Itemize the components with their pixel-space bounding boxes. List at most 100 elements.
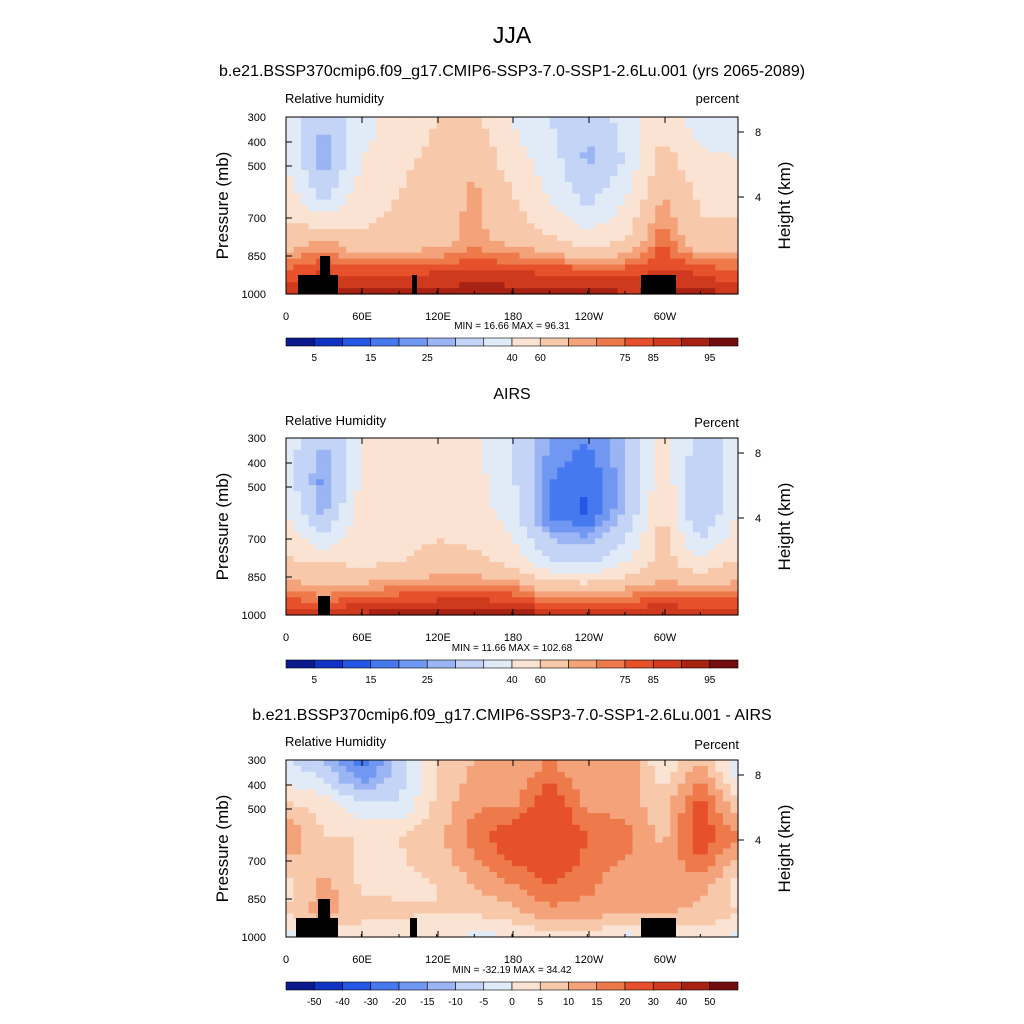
panel-3-heatmap-cell bbox=[617, 872, 626, 879]
panel-1-heatmap-cell bbox=[594, 282, 603, 289]
panel-2-heatmap-cell bbox=[489, 461, 498, 469]
panel-2-heatmap-cell bbox=[496, 467, 506, 474]
panel-2-heatmap-cell bbox=[459, 449, 468, 457]
panel-1-heatmap-cell bbox=[632, 229, 641, 236]
panel-1-heatmap-cell bbox=[572, 128, 581, 136]
panel-2-heatmap-cell bbox=[640, 538, 649, 545]
panel-1-heatmap-cell bbox=[338, 164, 347, 171]
panel-2-heatmap-cell bbox=[436, 609, 445, 616]
panel-2-heatmap-cell bbox=[496, 567, 506, 575]
panel-3-heatmap-cell bbox=[353, 836, 362, 844]
panel-1-heatmap-cell bbox=[331, 217, 340, 224]
panel-3-heatmap-cell bbox=[564, 848, 573, 855]
panel-2-heatmap-cell bbox=[572, 467, 581, 474]
panel-2-heatmap-cell bbox=[399, 461, 408, 469]
panel-2-heatmap-cell bbox=[617, 538, 626, 545]
panel-2-heatmap-cell bbox=[338, 573, 347, 581]
panel-1-heatmap-cell bbox=[286, 258, 295, 266]
panel-1-heatmap-cell bbox=[323, 146, 332, 153]
panel-1-heatmap-cell bbox=[399, 258, 408, 266]
panel-1-heatmap-cell bbox=[383, 252, 393, 260]
panel-1-heatmap-cell bbox=[549, 235, 558, 242]
panel-1-heatmap-cell bbox=[368, 187, 377, 195]
panel-1-heatmap-cell bbox=[647, 176, 656, 183]
panel-2-heatmap-cell bbox=[685, 573, 694, 581]
panel-3-heatmap-cell bbox=[587, 783, 596, 791]
panel-1-heatmap-cell bbox=[421, 246, 430, 254]
panel-1-heatmap-cell bbox=[308, 152, 317, 159]
panel-1-heatmap-cell bbox=[406, 170, 415, 177]
panel-2-heatmap-cell bbox=[677, 591, 686, 598]
panel-2-heatmap-cell bbox=[414, 585, 423, 592]
panel-2-heatmap-cell bbox=[414, 473, 423, 480]
panel-3-heatmap-cell bbox=[293, 866, 302, 873]
panel-3-heatmap-cell bbox=[579, 807, 588, 814]
panel-2-heatmap-cell bbox=[572, 567, 581, 575]
panel-2-heatmap-cell bbox=[451, 597, 460, 604]
panel-3-heatmap-cell bbox=[331, 765, 340, 773]
panel-1-heatmap-cell bbox=[436, 176, 445, 183]
panel-1-heatmap-cell bbox=[572, 205, 581, 212]
panel-3-heatmap-cell bbox=[707, 771, 716, 779]
panel-3-heatmap-cell bbox=[459, 848, 468, 855]
panel-2-heatmap-cell bbox=[730, 567, 739, 575]
panel-3-heatmap-cell bbox=[504, 824, 513, 832]
panel-2-heatmap-cell bbox=[685, 508, 694, 516]
panel-1-heatmap-cell bbox=[527, 288, 536, 295]
panel-2-heatmap-cell bbox=[594, 514, 603, 522]
panel-1-heatmap-cell bbox=[670, 252, 679, 260]
panel-1-heatmap-cell bbox=[481, 205, 490, 212]
panel-2-heatmap-cell bbox=[692, 508, 701, 516]
panel-1-heatmap-cell bbox=[715, 205, 724, 212]
panel-2-heatmap-cell bbox=[534, 467, 543, 474]
panel-3-heatmap-cell bbox=[361, 760, 370, 767]
panel-2-heatmap-cell bbox=[617, 597, 626, 604]
panel-1-heatmap-cell bbox=[353, 205, 362, 212]
panel-2-colorbar-label: 75 bbox=[619, 675, 631, 686]
panel-2-heatmap-cell bbox=[602, 544, 611, 551]
panel-2-heatmap-cell bbox=[647, 591, 656, 598]
panel-1-heatmap-cell bbox=[376, 276, 385, 283]
panel-2-heatmap-cell bbox=[692, 585, 701, 592]
panel-3-heatmap-cell bbox=[662, 760, 671, 767]
panel-2-heatmap-cell bbox=[707, 603, 716, 610]
panel-2-heatmap-cell bbox=[602, 508, 611, 516]
panel-1-heatmap-cell bbox=[444, 276, 453, 283]
panel-3-heatmap-cell bbox=[557, 854, 566, 861]
panel-3-heatmap-cell bbox=[436, 801, 445, 808]
panel-1-heatmap-cell bbox=[504, 229, 513, 236]
panel-1-heatmap-cell bbox=[579, 134, 588, 142]
panel-2-heatmap-cell bbox=[557, 573, 566, 581]
panel-3-heatmap-cell bbox=[579, 860, 588, 867]
panel-2-heatmap-cell bbox=[504, 538, 513, 545]
panel-2-heatmap-cell bbox=[481, 514, 490, 522]
panel-3-heatmap-cell bbox=[353, 866, 362, 873]
panel-1-heatmap-cell bbox=[715, 176, 724, 183]
panel-2-heatmap-cell bbox=[625, 526, 634, 533]
panel-2-heatmap-cell bbox=[331, 609, 340, 616]
panel-3-heatmap-cell bbox=[632, 777, 641, 785]
panel-3-heatmap-cell bbox=[346, 765, 355, 773]
panel-2-heatmap-cell bbox=[587, 532, 596, 539]
panel-1-heatmap-cell bbox=[338, 223, 347, 230]
panel-1-heatmap-cell bbox=[504, 122, 513, 130]
panel-3-heatmap-cell bbox=[677, 771, 686, 779]
panel-3-heatmap-cell bbox=[399, 842, 408, 850]
panel-3-heatmap-cell bbox=[617, 866, 626, 873]
panel-3-heatmap-cell bbox=[602, 836, 611, 844]
panel-1-heatmap-cell bbox=[609, 134, 619, 142]
panel-2-heatmap-cell bbox=[383, 508, 393, 516]
panel-1-heatmap-cell bbox=[496, 252, 506, 260]
panel-1-heatmap-cell bbox=[429, 140, 438, 148]
panel-2-heatmap-cell bbox=[301, 609, 310, 616]
panel-3-heatmap-cell bbox=[481, 848, 490, 855]
panel-2-heatmap-cell bbox=[301, 473, 310, 480]
panel-3-heatmap-cell bbox=[316, 783, 325, 791]
panel-3-heatmap-cell bbox=[617, 765, 626, 773]
panel-1-heatmap-cell bbox=[685, 128, 694, 136]
panel-3-heatmap-cell bbox=[677, 824, 686, 832]
panel-2-heatmap-cell bbox=[399, 573, 408, 581]
panel-3-heatmap-cell bbox=[368, 807, 377, 814]
panel-3-heatmap-cell bbox=[572, 819, 581, 826]
panel-1-heatmap-cell bbox=[406, 235, 415, 242]
